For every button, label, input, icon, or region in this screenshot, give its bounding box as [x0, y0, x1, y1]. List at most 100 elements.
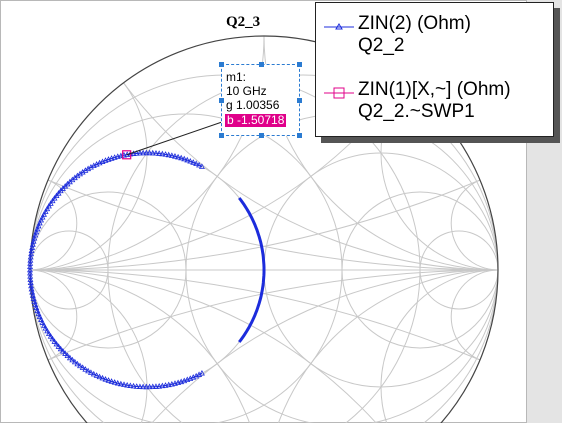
resize-handle[interactable]	[297, 133, 302, 138]
marker-b-value: b -1.50718	[225, 113, 287, 127]
legend[interactable]: ZIN(2) (Ohm) Q2_2 ZIN(1)[X,~] (Ohm) Q2_2…	[315, 2, 554, 137]
trace-point	[149, 149, 156, 156]
trace-point	[114, 153, 121, 159]
trace-point	[49, 335, 56, 342]
resize-handle[interactable]	[259, 133, 264, 138]
trace-point	[27, 263, 34, 269]
trace-point	[36, 219, 43, 226]
reactance-arc	[450, 269, 498, 365]
trace-point	[87, 163, 94, 170]
reactance-arc	[380, 36, 498, 271]
trace-point	[111, 154, 118, 160]
resize-handle[interactable]	[297, 62, 302, 67]
reactance-arc	[450, 175, 498, 271]
trace-point	[156, 150, 163, 156]
trace-point	[105, 156, 112, 162]
trace-point	[62, 183, 69, 189]
trace-point	[69, 356, 76, 363]
trace-point	[105, 377, 112, 383]
trace-point	[90, 162, 97, 169]
zin2-trace	[27, 149, 266, 390]
trace-point	[140, 149, 147, 156]
trace-point	[77, 170, 83, 177]
trace-point	[159, 150, 166, 157]
trace-point	[64, 180, 71, 187]
trace-point	[143, 149, 150, 156]
susceptance-arc	[30, 269, 78, 365]
trace-point	[143, 383, 150, 390]
trace-point	[79, 168, 86, 175]
trace-point	[35, 310, 42, 317]
legend-swatch-triangle	[324, 23, 354, 30]
trace-point	[108, 378, 115, 384]
trace-point	[57, 345, 64, 352]
trace-point	[42, 208, 49, 214]
trace-point	[108, 155, 115, 161]
trace-point	[47, 333, 54, 339]
trace-point	[77, 362, 83, 369]
trace-point	[51, 338, 58, 344]
trace-point	[45, 202, 52, 209]
trace-point	[165, 151, 172, 158]
trace-point	[71, 358, 78, 365]
trace-point	[124, 381, 131, 388]
trace-point	[36, 313, 43, 320]
trace-point	[53, 340, 60, 347]
trace-point	[71, 174, 78, 181]
trace-point	[93, 161, 100, 167]
trace-point	[74, 172, 81, 179]
smith-chart[interactable]	[0, 0, 527, 423]
resize-handle[interactable]	[297, 98, 302, 103]
trace-point	[85, 165, 92, 172]
resize-handle[interactable]	[219, 133, 224, 138]
reactance-arc	[263, 269, 498, 423]
trace-point	[82, 366, 89, 372]
trace-point	[96, 373, 103, 380]
trace-point	[66, 354, 73, 361]
trace-point	[127, 382, 134, 389]
trace-point	[82, 167, 89, 173]
trace-point	[69, 176, 76, 183]
trace-point	[49, 197, 56, 204]
marker-frequency: 10 GHz	[226, 84, 267, 98]
trace-point	[162, 151, 169, 157]
marker-readout[interactable]: m1: 10 GHz g 1.00356 b -1.50718	[219, 62, 302, 138]
trace-point	[74, 360, 81, 367]
trace-point	[66, 178, 73, 185]
trace-point	[162, 382, 169, 388]
trace-point	[198, 369, 205, 376]
trace-point	[111, 379, 118, 385]
resize-handle[interactable]	[219, 98, 224, 103]
trace-point	[96, 159, 103, 166]
resize-handle[interactable]	[259, 62, 264, 67]
trace-point	[117, 152, 124, 159]
legend-swatch-square	[324, 87, 354, 99]
trace-point	[149, 383, 156, 390]
trace-point	[42, 324, 49, 331]
trace-point	[41, 322, 47, 328]
trace-point	[99, 374, 106, 381]
trace-point	[136, 149, 143, 156]
legend-source: Q2_2.~SWP1	[358, 101, 475, 122]
trace-point	[44, 327, 51, 334]
trace-point	[99, 158, 106, 164]
trace-point	[27, 266, 33, 273]
susceptance-arc	[30, 269, 498, 423]
trace-point	[117, 380, 124, 387]
trace-dense-segment	[238, 197, 266, 343]
trace-point	[114, 379, 121, 386]
trace-point	[90, 370, 97, 377]
resize-handle[interactable]	[219, 62, 224, 67]
trace-point	[146, 383, 153, 390]
trace-point	[140, 383, 147, 390]
marker-point[interactable]	[122, 121, 223, 160]
trace-point	[41, 211, 47, 217]
trace-point	[55, 343, 62, 349]
susceptance-arc	[30, 175, 78, 271]
trace-point	[35, 222, 42, 229]
trace-point	[59, 185, 66, 191]
trace-point	[130, 150, 137, 156]
legend-label: ZIN(2) (Ohm)	[358, 13, 471, 34]
trace-point	[38, 216, 45, 223]
trace-point	[146, 149, 153, 156]
